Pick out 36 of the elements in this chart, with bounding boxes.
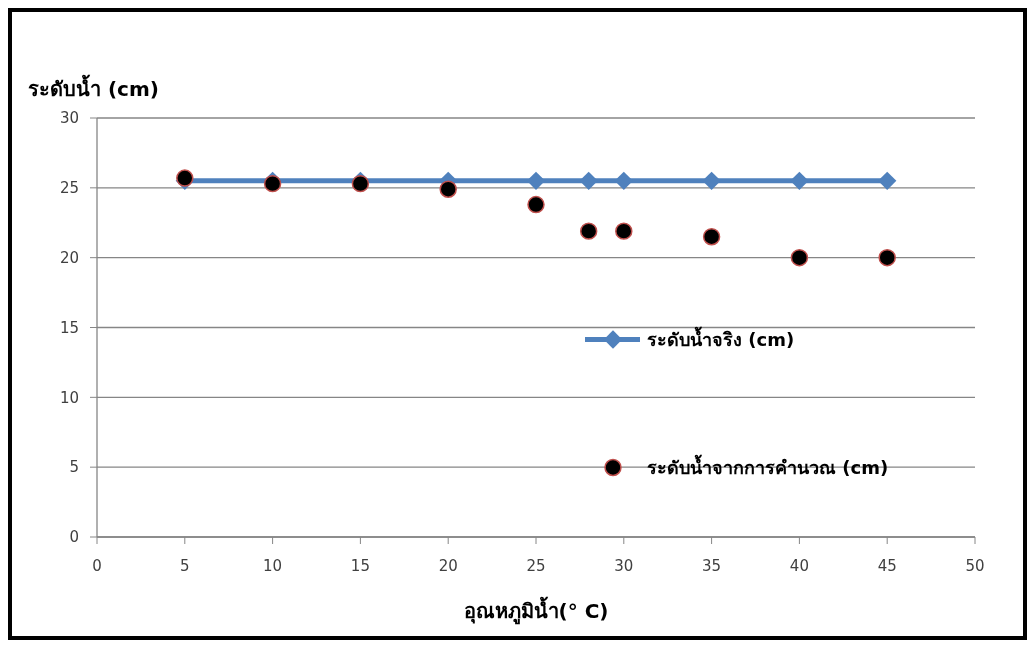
point xyxy=(790,171,809,191)
point xyxy=(702,228,721,246)
point xyxy=(614,171,633,191)
x-tick-label: 35 xyxy=(702,557,722,575)
x-tick-label: 30 xyxy=(614,557,634,575)
y-tick-label: 30 xyxy=(59,109,79,128)
y-tick-label: 0 xyxy=(69,528,79,547)
x-tick-label: 45 xyxy=(877,557,897,575)
point xyxy=(527,195,545,214)
x-tick-label: 0 xyxy=(92,557,102,575)
x-tick-label: 5 xyxy=(180,557,190,575)
x-tick-label: 10 xyxy=(263,557,283,575)
point xyxy=(790,248,809,267)
legend-label: ระดับน้ำจากการคำนวณ (cm) xyxy=(647,453,889,478)
point xyxy=(579,222,598,240)
y-tick-label: 10 xyxy=(59,388,79,407)
point xyxy=(615,222,633,240)
y-axis-title: ระดับน้ำ (cm) xyxy=(28,74,159,101)
point xyxy=(878,171,897,191)
point xyxy=(579,171,598,191)
y-tick-label: 25 xyxy=(59,179,79,198)
x-tick-label: 15 xyxy=(350,557,370,575)
point xyxy=(702,171,721,191)
x-tick-label: 50 xyxy=(965,557,985,575)
x-tick-label: 40 xyxy=(789,557,809,575)
y-tick-label: 5 xyxy=(69,458,79,477)
x-tick-label: 20 xyxy=(438,557,458,575)
legend-label: ระดับน้ำจริง (cm) xyxy=(647,325,795,350)
x-axis-title: อุณหภูมิน้ำ(° C) xyxy=(463,596,609,625)
point xyxy=(176,169,194,187)
x-tick-label: 25 xyxy=(526,557,546,575)
y-tick-label: 15 xyxy=(59,318,79,337)
y-tick-label: 20 xyxy=(59,248,79,267)
point xyxy=(439,180,457,198)
point xyxy=(878,248,896,267)
point xyxy=(526,171,546,191)
